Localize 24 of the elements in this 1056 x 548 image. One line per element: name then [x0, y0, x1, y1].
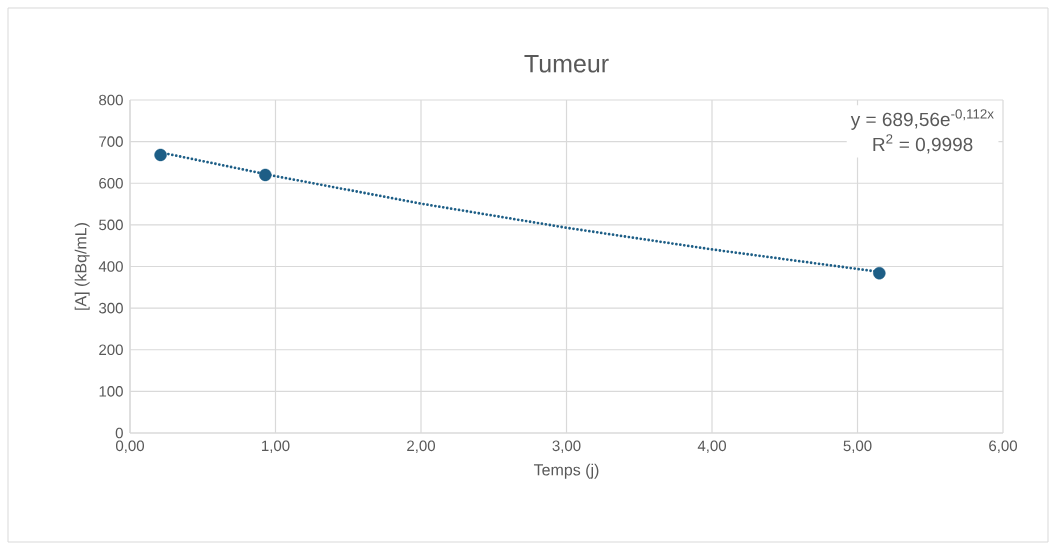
x-axis-title: Temps (j) [533, 463, 599, 479]
point [259, 168, 272, 182]
y-tick-label: 100 [99, 386, 123, 397]
y-tick-label: 700 [99, 136, 123, 147]
point [873, 266, 886, 280]
x-tick-label: 1,00 [262, 440, 290, 453]
y-tick-label: 200 [99, 344, 123, 356]
y-tick-label: 800 [99, 94, 123, 106]
x-tick-label: 5,00 [843, 440, 872, 453]
x-tick-label: 3,00 [552, 440, 581, 453]
annotation: R$^{2}$ = 0,9998 [873, 134, 973, 154]
y-tick-label: 600 [99, 177, 123, 189]
y-axis-title: [A] (kBq/mL) [74, 223, 90, 310]
x-tick-label: 4,00 [697, 440, 727, 453]
x-tick-label: 0,00 [116, 440, 144, 453]
x-tick-label: 2,00 [407, 440, 436, 453]
y-tick-label: 0 [115, 427, 123, 439]
point [154, 148, 167, 162]
y-tick-label: 300 [99, 302, 123, 314]
x-tick-label: 6,00 [989, 440, 1018, 453]
annotation: y = 689,56e$^{-0,112x}$ [850, 109, 994, 130]
chart-title: Tumeur [524, 55, 609, 73]
y-tick-label: 400 [98, 261, 123, 272]
y-tick-label: 500 [99, 219, 123, 231]
